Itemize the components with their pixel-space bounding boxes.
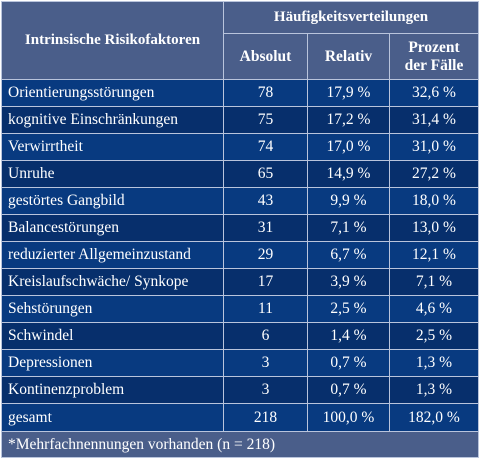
cell-factor: Balancestörungen: [1, 214, 224, 242]
cell-absolut: 3: [223, 376, 308, 404]
table-row: Verwirrtheit 74 17,0 % 31,0 %: [1, 133, 480, 161]
table-row: Schwindel 6 1,4 % 2,5 %: [1, 322, 480, 350]
cell-relativ: 14,9 %: [307, 160, 390, 188]
table-row: Orientierungsstörungen 78 17,9 % 32,6 %: [1, 79, 480, 107]
cell-prozent: 7,1 %: [388, 268, 480, 296]
cell-absolut: 65: [223, 160, 308, 188]
cell-prozent: 4,6 %: [388, 295, 480, 323]
cell-prozent: 18,0 %: [388, 187, 480, 215]
cell-factor: reduzierter Allgemeinzustand: [1, 241, 224, 269]
cell-relativ: 2,5 %: [307, 295, 390, 323]
cell-relativ: 7,1 %: [307, 214, 390, 242]
table-row: Depressionen 3 0,7 % 1,3 %: [1, 349, 480, 377]
cell-prozent: 12,1 %: [388, 241, 480, 269]
cell-factor: Depressionen: [1, 349, 224, 377]
cell-prozent: 1,3 %: [388, 349, 480, 377]
cell-relativ: 9,9 %: [307, 187, 390, 215]
table-body: Orientierungsstörungen 78 17,9 % 32,6 % kogn…: [1, 79, 480, 432]
table-row-total: gesamt 218 100,0 % 182,0 %: [1, 403, 480, 432]
table-row: Balancestörungen 31 7,1 % 13,0 %: [1, 214, 480, 242]
cell-relativ: 0,7 %: [307, 349, 390, 377]
cell-absolut: 218: [223, 403, 308, 432]
cell-factor: Orientierungsstörungen: [1, 79, 224, 107]
column-header-prozent-line2: der Fälle: [404, 56, 464, 74]
footnote: *Mehrfachnennungen vorhanden (n = 218): [0, 431, 480, 458]
cell-factor: gesamt: [1, 403, 224, 432]
cell-relativ: 17,0 %: [307, 133, 390, 161]
cell-absolut: 11: [223, 295, 308, 323]
cell-prozent: 31,0 %: [388, 133, 480, 161]
cell-relativ: 6,7 %: [307, 241, 390, 269]
cell-absolut: 3: [223, 349, 308, 377]
row-label-header: Intrinsische Risikofaktoren: [1, 1, 224, 80]
cell-absolut: 75: [223, 106, 308, 134]
cell-prozent: 1,3 %: [388, 376, 480, 404]
cell-relativ: 100,0 %: [307, 403, 390, 432]
table-row: Kontinenzproblem 3 0,7 % 1,3 %: [1, 376, 480, 404]
cell-factor: Kontinenzproblem: [1, 376, 224, 404]
cell-factor: gestörtes Gangbild: [1, 187, 224, 215]
group-header: Häufigkeitsverteilungen: [222, 1, 480, 34]
cell-absolut: 29: [223, 241, 308, 269]
cell-absolut: 74: [223, 133, 308, 161]
cell-factor: kognitive Einschränkungen: [1, 106, 224, 134]
column-header-prozent: Prozent der Fälle: [388, 33, 480, 80]
cell-absolut: 78: [223, 79, 308, 107]
cell-absolut: 6: [223, 322, 308, 350]
cell-factor: Schwindel: [1, 322, 224, 350]
cell-prozent: 27,2 %: [388, 160, 480, 188]
cell-prozent: 13,0 %: [388, 214, 480, 242]
table-row: reduzierter Allgemeinzustand 29 6,7 % 12,1 …: [1, 241, 480, 269]
cell-factor: Unruhe: [1, 160, 224, 188]
cell-prozent: 2,5 %: [388, 322, 480, 350]
cell-relativ: 0,7 %: [307, 376, 390, 404]
cell-absolut: 43: [223, 187, 308, 215]
cell-prozent: 32,6 %: [388, 79, 480, 107]
cell-relativ: 3,9 %: [307, 268, 390, 296]
cell-prozent: 182,0 %: [388, 403, 480, 432]
table-row: kognitive Einschränkungen 75 17,2 % 31,4 %: [1, 106, 480, 134]
column-header-absolut: Absolut: [223, 33, 308, 80]
column-header-relativ: Relativ: [307, 33, 390, 80]
table-row: Sehstörungen 11 2,5 % 4,6 %: [1, 295, 480, 323]
column-header-prozent-line1: Prozent: [408, 38, 460, 56]
cell-absolut: 17: [223, 268, 308, 296]
cell-factor: Verwirrtheit: [1, 133, 224, 161]
cell-absolut: 31: [223, 214, 308, 242]
cell-prozent: 31,4 %: [388, 106, 480, 134]
cell-relativ: 17,9 %: [307, 79, 390, 107]
cell-relativ: 1,4 %: [307, 322, 390, 350]
table-row: Kreislaufschwäche/ Synkope 17 3,9 % 7,1 %: [1, 268, 480, 296]
table-row: gestörtes Gangbild 43 9,9 % 18,0 %: [1, 187, 480, 215]
cell-factor: Kreislaufschwäche/ Synkope: [1, 268, 224, 296]
table-row: Unruhe 65 14,9 % 27,2 %: [1, 160, 480, 188]
cell-relativ: 17,2 %: [307, 106, 390, 134]
cell-factor: Sehstörungen: [1, 295, 224, 323]
